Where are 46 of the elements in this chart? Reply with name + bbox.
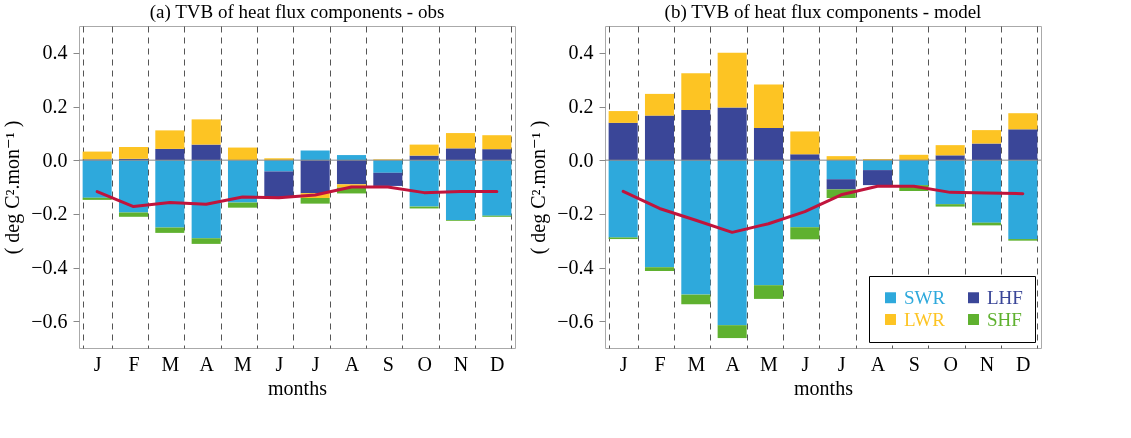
y-tick-label: 0.2 <box>568 95 594 117</box>
x-tick-label: F <box>128 352 140 375</box>
y-tick-label: 0.4 <box>42 41 68 64</box>
y-tick-label: −0.6 <box>557 309 594 332</box>
x-tick-label: N <box>453 352 469 375</box>
y-tick-label: 0.2 <box>42 95 68 117</box>
x-tick-label: D <box>490 352 505 375</box>
x-tick-label: J <box>801 352 810 375</box>
x-tick-label: S <box>908 352 920 375</box>
x-tick-label: O <box>943 352 958 375</box>
y-axis-title: ( deg C².mon⁻¹ ) <box>527 120 551 255</box>
chart-title: (a) TVB of heat flux components - obs <box>149 1 445 23</box>
x-tick-label: D <box>1016 352 1031 375</box>
x-tick-label: F <box>654 352 666 375</box>
x-tick-label: J <box>837 352 846 375</box>
x-axis-title: months <box>794 376 854 399</box>
x-tick-label: A <box>199 352 215 375</box>
y-tick-label: 0.4 <box>568 41 594 64</box>
x-tick-label: A <box>344 352 360 375</box>
legend-label: LWR <box>904 308 946 330</box>
x-tick-label: M <box>234 352 253 375</box>
x-tick-label: J <box>93 352 102 375</box>
x-tick-label: J <box>311 352 320 375</box>
y-tick-label: −0.6 <box>31 309 68 332</box>
x-tick-label: O <box>417 352 432 375</box>
x-tick-label: A <box>870 352 886 375</box>
x-tick-label: N <box>979 352 995 375</box>
legend-label: SWR <box>904 286 946 308</box>
x-tick-label: M <box>687 352 706 375</box>
x-tick-label: J <box>275 352 284 375</box>
legend-label: LHF <box>987 286 1023 308</box>
y-tick-label: −0.2 <box>31 202 68 225</box>
x-tick-label: M <box>161 352 180 375</box>
y-tick-label: 0.0 <box>42 148 68 171</box>
x-tick-label: A <box>725 352 741 375</box>
chart-title: (b) TVB of heat flux components - model <box>664 1 982 23</box>
y-tick-label: −0.4 <box>31 256 68 278</box>
x-tick-label: J <box>619 352 628 375</box>
y-axis-title: ( deg C².mon⁻¹ ) <box>1 120 25 255</box>
x-tick-label: S <box>382 352 394 375</box>
y-tick-label: −0.4 <box>557 256 594 278</box>
x-tick-label: M <box>760 352 779 375</box>
y-tick-label: 0.0 <box>568 148 594 171</box>
legend-label: SHF <box>987 308 1022 330</box>
x-axis-title: months <box>268 376 328 399</box>
y-tick-label: −0.2 <box>557 202 594 225</box>
